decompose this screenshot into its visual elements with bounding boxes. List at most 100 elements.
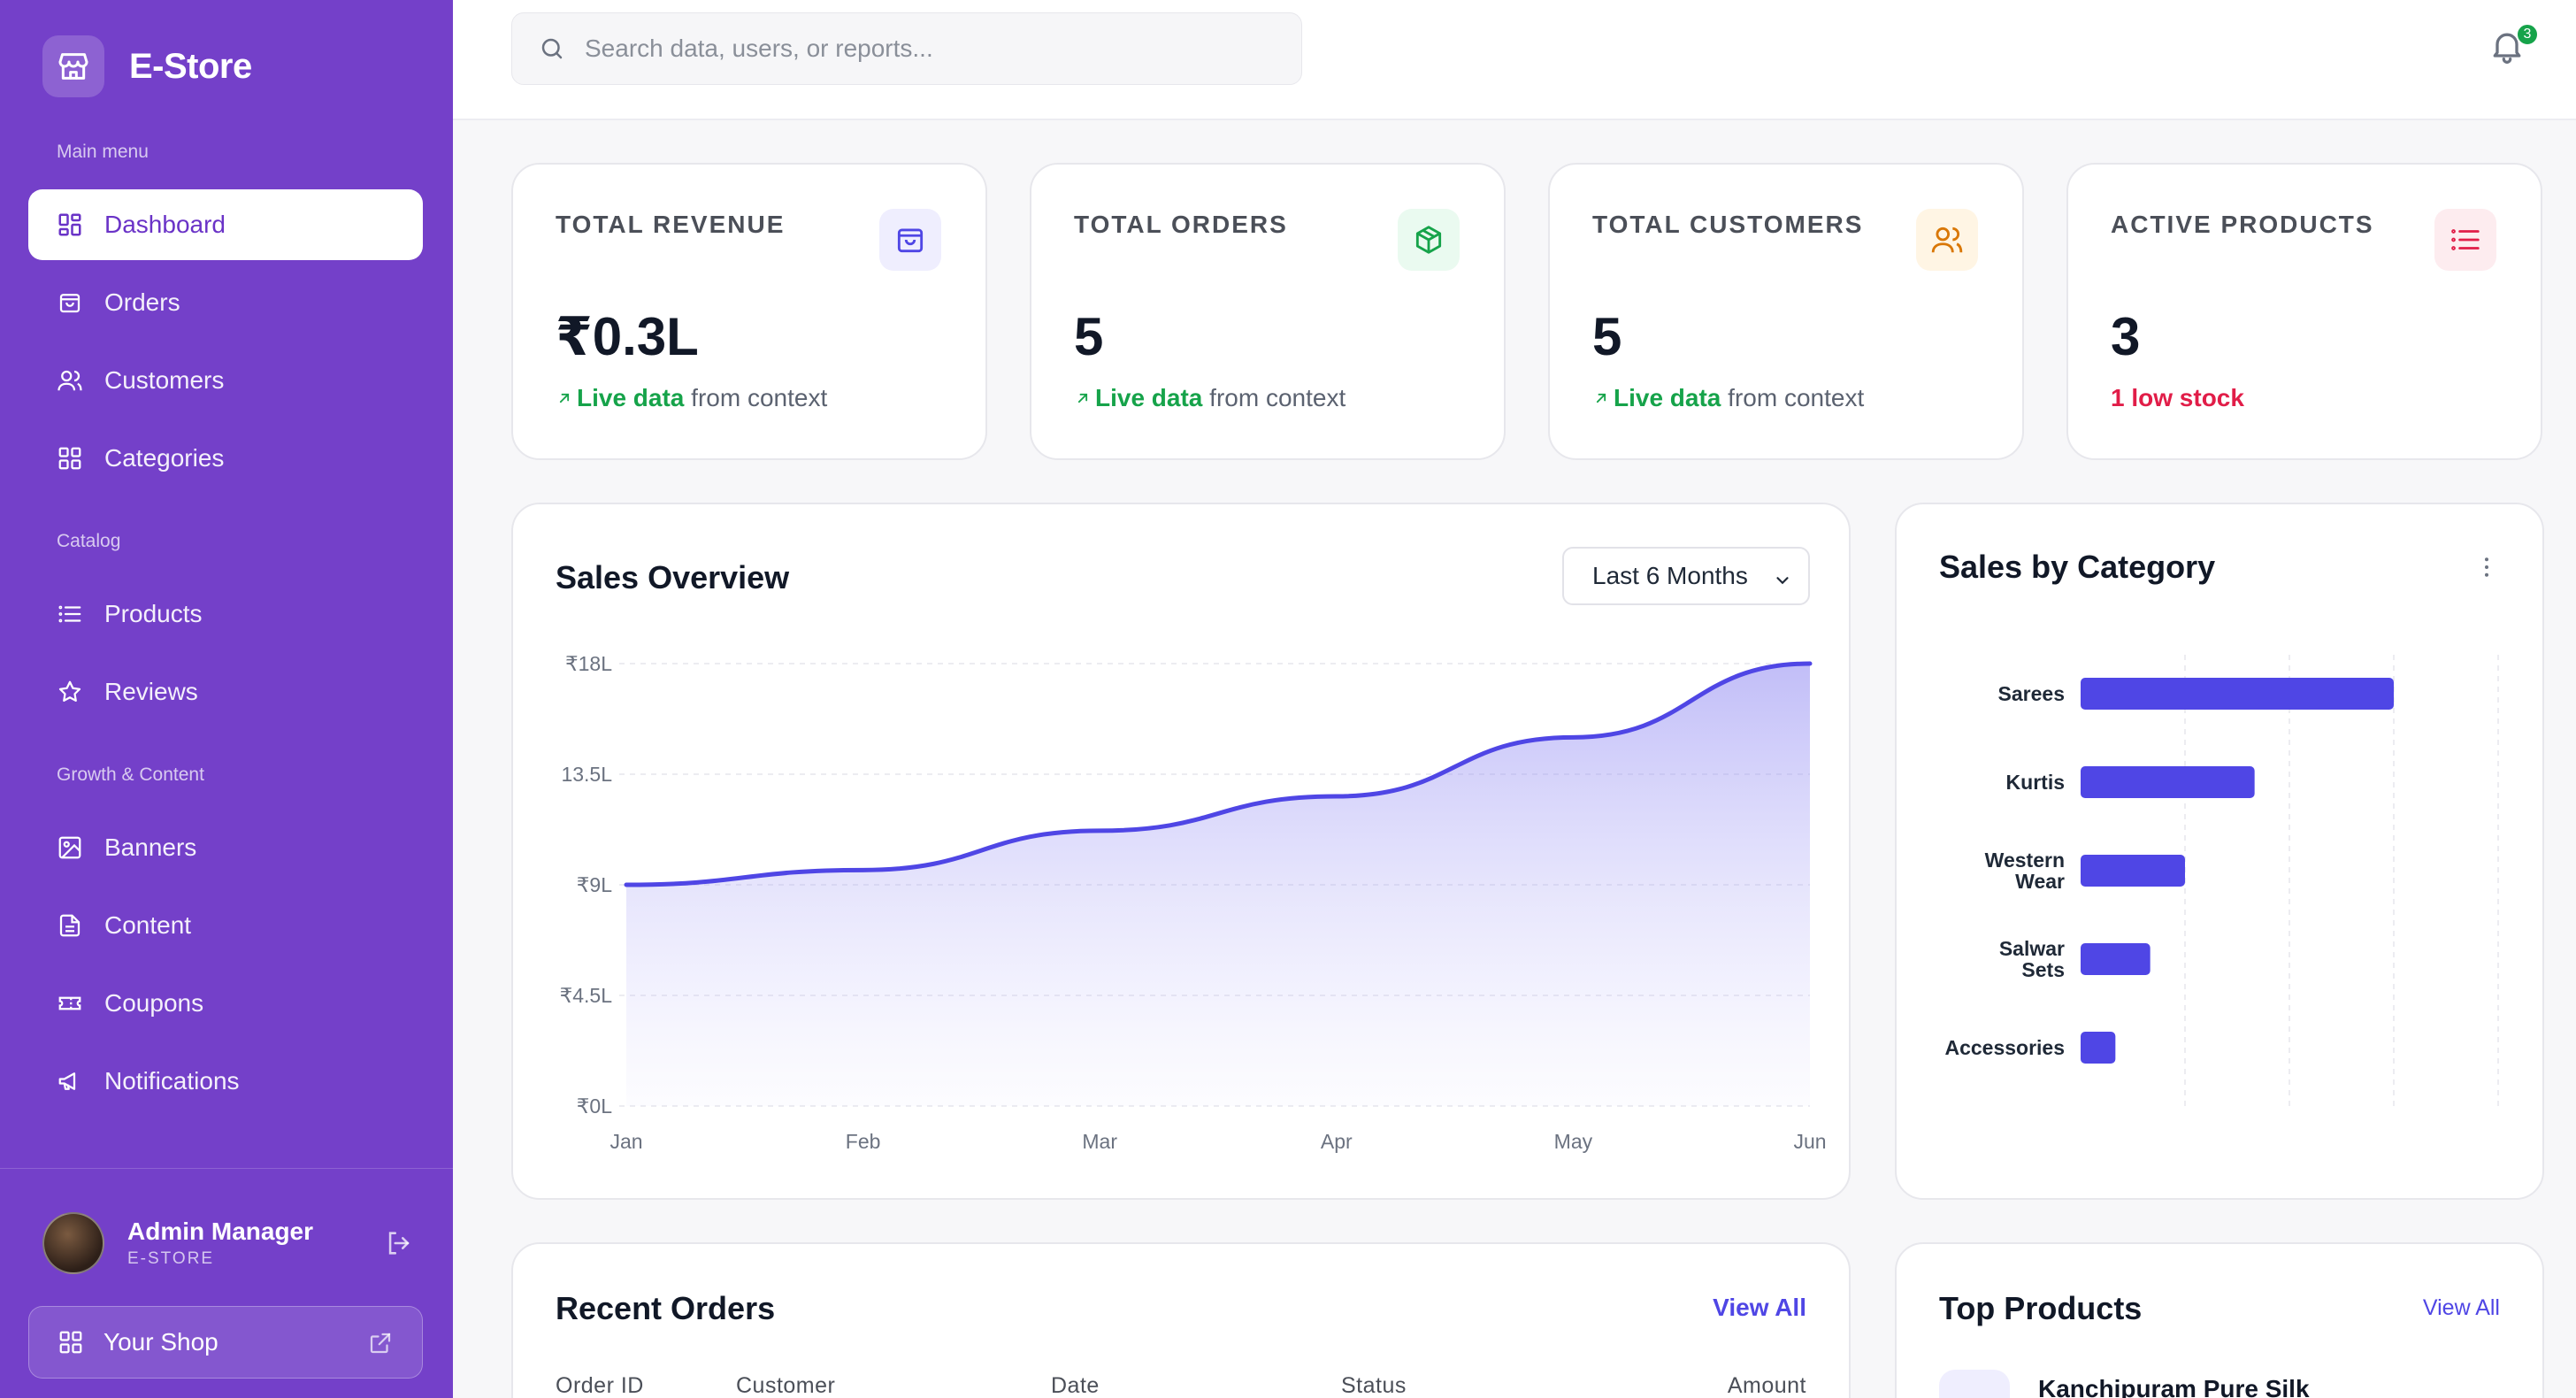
sidebar-item-banners[interactable]: Banners — [28, 812, 423, 883]
brand[interactable]: E-Store — [42, 35, 252, 97]
user-profile[interactable]: Admin Manager E-STORE — [42, 1212, 414, 1274]
category-bar — [2081, 943, 2150, 975]
stat-trend: Live data from context — [1592, 384, 1864, 412]
list-icon — [2434, 209, 2496, 271]
stat-trend: Live data from context — [1074, 384, 1346, 412]
dashboard-icon — [57, 211, 83, 238]
top-products-card: Top Products View All Kanchipuram Pure S… — [1895, 1242, 2544, 1398]
sidebar-item-categories[interactable]: Categories — [28, 423, 423, 494]
stat-value: 3 — [2111, 307, 2141, 366]
stat-card-active-products: ACTIVE PRODUCTS 3 1 low stock — [2066, 163, 2542, 460]
search-input[interactable] — [585, 35, 1275, 63]
column-header-customer[interactable]: Customer — [736, 1373, 836, 1398]
sidebar: E-Store Main menu Dashboard Orders Custo… — [0, 0, 453, 1398]
stat-label: TOTAL REVENUE — [556, 211, 786, 238]
y-tick-label: ₹18L — [565, 652, 612, 675]
low-stock-alert: 1 low stock — [2111, 384, 2244, 411]
sidebar-item-label: Categories — [104, 444, 225, 472]
recent-orders-card: Recent Orders View All Order ID Customer… — [511, 1242, 1851, 1398]
sidebar-divider — [0, 1168, 453, 1169]
chevron-down-icon — [1773, 568, 1792, 596]
section-label-growth-content: Growth & Content — [57, 764, 204, 785]
sales-area-chart: ₹0L ₹4.5L ₹9L 13.5L ₹18L Jan Feb Mar Apr May Jun — [560, 652, 1827, 1153]
notification-badge: 3 — [2516, 23, 2539, 46]
stat-trend-highlight: Live data — [1614, 384, 1721, 411]
sidebar-item-label: Reviews — [104, 678, 198, 705]
top-header: 3 — [453, 0, 2576, 120]
trend-up-icon — [1592, 389, 1610, 407]
stat-trend-highlight: Live data — [577, 384, 685, 411]
external-link-icon — [367, 1330, 394, 1363]
category-label: Sets — [2021, 958, 2065, 981]
stat-label: TOTAL CUSTOMERS — [1592, 211, 1864, 238]
column-header-amount[interactable]: Amount — [1727, 1373, 1806, 1398]
logout-icon[interactable] — [384, 1228, 414, 1263]
category-bar — [2081, 855, 2185, 887]
stat-trend-rest: from context — [1202, 384, 1346, 411]
product-rank-badge — [1939, 1370, 2010, 1398]
category-label: Western — [1985, 849, 2065, 872]
sidebar-item-reviews[interactable]: Reviews — [28, 657, 423, 727]
more-vertical-icon[interactable] — [2473, 554, 2500, 585]
sidebar-item-orders[interactable]: Orders — [28, 267, 423, 338]
trend-up-icon — [1074, 389, 1092, 407]
category-bar — [2081, 1032, 2116, 1064]
sidebar-item-content[interactable]: Content — [28, 890, 423, 961]
category-label: Kurtis — [2006, 771, 2065, 794]
column-header-status[interactable]: Status — [1341, 1373, 1407, 1398]
top-products-view-all-link[interactable]: View All — [2422, 1295, 2500, 1320]
trend-up-icon — [556, 389, 573, 407]
x-tick-label: May — [1554, 1130, 1593, 1153]
column-header-order-id[interactable]: Order ID — [556, 1373, 644, 1398]
stat-card-total-customers: TOTAL CUSTOMERS 5 Live data from context — [1548, 163, 2024, 460]
store-icon — [42, 35, 104, 97]
megaphone-icon — [57, 1068, 83, 1095]
your-shop-button[interactable]: Your Shop — [28, 1306, 423, 1379]
bell-icon[interactable] — [2488, 27, 2532, 71]
recent-orders-view-all-link[interactable]: View All — [1713, 1294, 1806, 1321]
stat-trend: Live data from context — [556, 384, 827, 412]
sidebar-item-label: Coupons — [104, 989, 204, 1017]
sidebar-item-dashboard[interactable]: Dashboard — [28, 189, 423, 260]
y-tick-label: ₹9L — [577, 873, 612, 896]
x-tick-label: Apr — [1321, 1130, 1353, 1153]
sales-by-category-card: Sales by Category Sarees Kurtis Western Wea… — [1895, 503, 2544, 1200]
sidebar-item-label: Dashboard — [104, 211, 226, 238]
stat-card-total-revenue: TOTAL REVENUE ₹0.3L Live data from conte… — [511, 163, 987, 460]
ticket-icon — [57, 990, 83, 1017]
sales-area-fill — [626, 664, 1810, 1106]
stat-value: 5 — [1592, 307, 1622, 366]
category-label: Wear — [2015, 870, 2065, 893]
avatar — [42, 1212, 104, 1274]
sidebar-item-label: Content — [104, 911, 192, 939]
list-icon — [57, 601, 83, 627]
stat-alert: 1 low stock — [2111, 384, 2244, 412]
users-icon — [57, 367, 83, 394]
recent-orders-title: Recent Orders — [556, 1290, 776, 1326]
category-bar — [2081, 678, 2394, 710]
sidebar-item-customers[interactable]: Customers — [28, 345, 423, 416]
search-bar[interactable] — [511, 12, 1302, 85]
x-tick-label: Feb — [846, 1130, 881, 1153]
x-tick-label: Mar — [1082, 1130, 1117, 1153]
shopping-bag-icon — [57, 289, 83, 316]
sales-overview-title: Sales Overview — [556, 559, 790, 595]
top-product-name[interactable]: Kanchipuram Pure Silk — [2038, 1375, 2310, 1398]
stat-label: ACTIVE PRODUCTS — [2111, 211, 2374, 238]
stat-value: ₹0.3L — [556, 307, 699, 366]
range-select-value: Last 6 Months — [1592, 562, 1748, 589]
file-icon — [57, 912, 83, 939]
sidebar-item-coupons[interactable]: Coupons — [28, 968, 423, 1039]
stat-trend-rest: from context — [1721, 384, 1865, 411]
sidebar-item-notifications[interactable]: Notifications — [28, 1046, 423, 1117]
column-header-date[interactable]: Date — [1051, 1373, 1100, 1398]
category-bar — [2081, 766, 2255, 798]
range-select[interactable]: Last 6 Months — [1562, 547, 1810, 605]
stat-trend-highlight: Live data — [1095, 384, 1203, 411]
sidebar-item-products[interactable]: Products — [28, 579, 423, 649]
stat-card-total-orders: TOTAL ORDERS 5 Live data from context — [1030, 163, 1506, 460]
search-icon — [539, 35, 565, 62]
image-icon — [57, 834, 83, 861]
your-shop-label: Your Shop — [104, 1328, 218, 1356]
user-name: Admin Manager — [127, 1217, 314, 1245]
